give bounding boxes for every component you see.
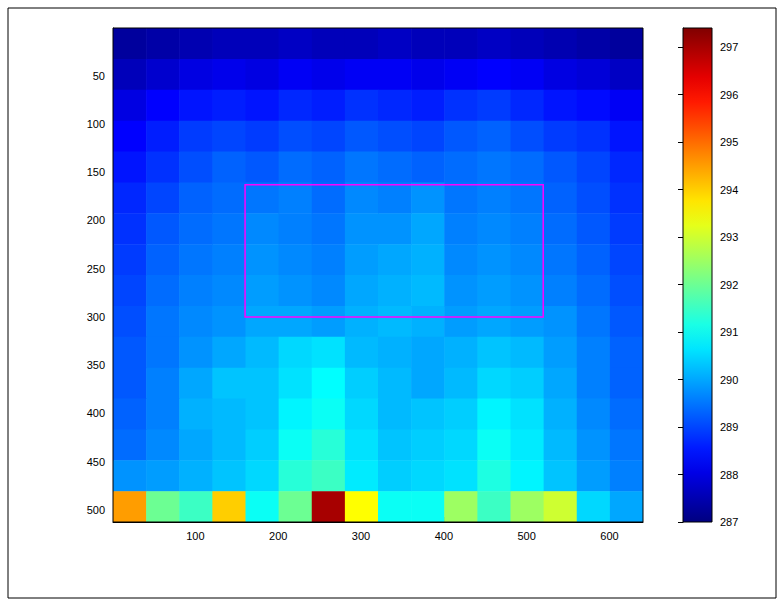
svg-text:500: 500 xyxy=(87,504,105,516)
svg-text:291: 291 xyxy=(720,326,738,338)
svg-text:296: 296 xyxy=(720,89,738,101)
svg-text:300: 300 xyxy=(87,311,105,323)
svg-text:100: 100 xyxy=(186,530,204,542)
svg-text:400: 400 xyxy=(435,530,453,542)
svg-text:297: 297 xyxy=(720,41,738,53)
svg-text:200: 200 xyxy=(269,530,287,542)
svg-text:50: 50 xyxy=(93,70,105,82)
svg-text:400: 400 xyxy=(87,407,105,419)
svg-text:292: 292 xyxy=(720,279,738,291)
svg-text:150: 150 xyxy=(87,166,105,178)
svg-text:295: 295 xyxy=(720,136,738,148)
svg-text:200: 200 xyxy=(87,214,105,226)
svg-text:289: 289 xyxy=(720,421,738,433)
svg-text:600: 600 xyxy=(600,530,618,542)
svg-text:100: 100 xyxy=(87,118,105,130)
svg-text:250: 250 xyxy=(87,263,105,275)
svg-text:288: 288 xyxy=(720,469,738,481)
svg-text:350: 350 xyxy=(87,359,105,371)
svg-text:290: 290 xyxy=(720,374,738,386)
svg-text:287: 287 xyxy=(720,516,738,528)
svg-text:293: 293 xyxy=(720,231,738,243)
svg-text:500: 500 xyxy=(517,530,535,542)
svg-text:294: 294 xyxy=(720,184,738,196)
svg-text:450: 450 xyxy=(87,456,105,468)
svg-text:300: 300 xyxy=(352,530,370,542)
